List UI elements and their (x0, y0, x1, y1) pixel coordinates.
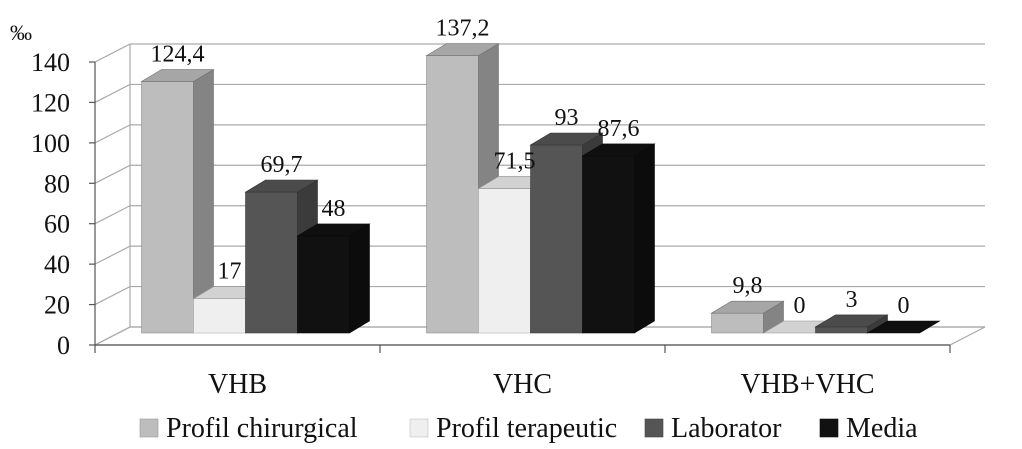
data-label: 87,6 (598, 116, 640, 142)
legend-label: Profil chirurgical (166, 413, 358, 444)
bar (141, 81, 194, 334)
x-tick-label: VHC (493, 369, 552, 400)
bar (193, 298, 246, 334)
bar (245, 191, 298, 334)
legend-label: Laborator (671, 413, 782, 444)
bar-top (814, 314, 889, 328)
bar-top (244, 179, 319, 193)
data-label: 48 (322, 196, 346, 222)
legend-swatch (644, 418, 664, 438)
data-label: 9,8 (733, 273, 763, 299)
data-label: 124,4 (151, 42, 205, 68)
data-label: 0 (898, 293, 910, 319)
legend-swatch (139, 418, 159, 438)
axes: 0 20 40 60 80 100 120 140 VHB VHC VHB+VHC (31, 48, 951, 400)
data-label: 3 (846, 287, 858, 313)
bar-top (529, 132, 604, 146)
y-tick-label: 20 (44, 291, 70, 320)
y-tick-label: 40 (44, 250, 70, 279)
data-label: 71,5 (494, 148, 536, 174)
y-tick-label: 140 (31, 48, 70, 77)
bar-top (710, 300, 785, 314)
data-label: 93 (555, 105, 579, 131)
bar-top (581, 143, 656, 157)
bars (140, 43, 941, 334)
y-tick-label: 0 (57, 331, 70, 360)
y-unit-label: ‰ (10, 20, 32, 45)
legend-label: Media (846, 413, 918, 444)
gridline-depth (94, 83, 131, 103)
legend-swatch (819, 418, 839, 438)
data-label: 137,2 (436, 16, 490, 42)
bar (530, 144, 583, 334)
y-tick-label: 60 (44, 210, 70, 239)
bar (711, 312, 764, 334)
bar-side (349, 223, 370, 334)
gridline-depth (94, 286, 131, 306)
bar-side (634, 143, 655, 334)
data-label: 69,7 (261, 152, 303, 178)
data-label: 17 (218, 259, 242, 285)
x-tick-label: VHB+VHC (740, 369, 874, 400)
bar (426, 55, 479, 334)
gridline-depth (94, 124, 131, 144)
bar-top (866, 320, 941, 334)
bar-top (425, 43, 500, 56)
legend-swatch (409, 418, 429, 438)
bar (478, 188, 531, 334)
gridline-depth (94, 43, 131, 63)
bar (297, 235, 350, 334)
y-tick-label: 80 (44, 169, 70, 198)
bar-top (140, 69, 215, 82)
gridline-depth (94, 245, 131, 265)
data-label: 0 (794, 293, 806, 319)
bar-top (296, 223, 371, 237)
y-tick-label: 120 (31, 88, 70, 117)
gridline-depth (94, 205, 131, 225)
bar (582, 155, 635, 334)
data-labels: 124,4 17 69,7 48 137,2 71,5 93 87,6 9,8 0 3 0 (151, 16, 910, 319)
legend-label: Profil terapeutic (436, 413, 617, 444)
bar (815, 326, 868, 334)
y-tick-label: 100 (31, 129, 70, 158)
gridline-depth (94, 164, 131, 184)
legend: Profil chirurgical Profil terapeutic Labor… (139, 413, 918, 444)
x-tick-label: VHB (208, 369, 267, 400)
